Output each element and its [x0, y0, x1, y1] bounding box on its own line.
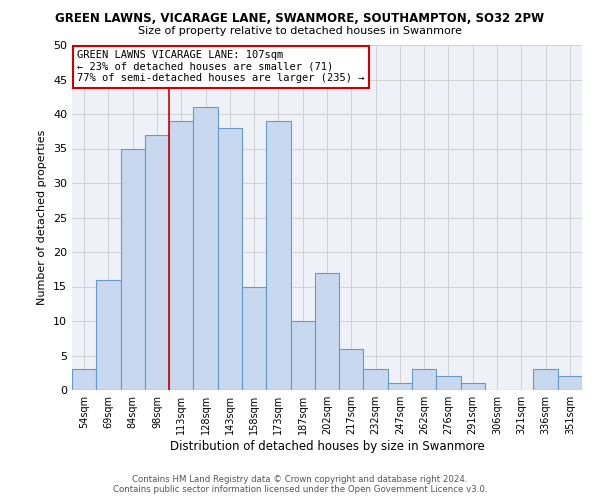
Text: GREEN LAWNS VICARAGE LANE: 107sqm
← 23% of detached houses are smaller (71)
77% : GREEN LAWNS VICARAGE LANE: 107sqm ← 23% …	[77, 50, 365, 84]
Bar	[364, 370, 388, 390]
Bar	[461, 383, 485, 390]
Bar	[558, 376, 582, 390]
Bar	[436, 376, 461, 390]
Bar	[339, 348, 364, 390]
Bar	[96, 280, 121, 390]
Y-axis label: Number of detached properties: Number of detached properties	[37, 130, 47, 305]
Bar	[533, 370, 558, 390]
Bar	[121, 148, 145, 390]
Bar	[388, 383, 412, 390]
Bar	[266, 121, 290, 390]
Bar	[242, 286, 266, 390]
Bar	[72, 370, 96, 390]
Bar	[145, 134, 169, 390]
Bar	[169, 121, 193, 390]
Text: Contains HM Land Registry data © Crown copyright and database right 2024.
Contai: Contains HM Land Registry data © Crown c…	[113, 474, 487, 494]
Bar	[290, 321, 315, 390]
Bar	[412, 370, 436, 390]
Bar	[193, 107, 218, 390]
Text: GREEN LAWNS, VICARAGE LANE, SWANMORE, SOUTHAMPTON, SO32 2PW: GREEN LAWNS, VICARAGE LANE, SWANMORE, SO…	[55, 12, 545, 26]
Bar	[315, 272, 339, 390]
Text: Size of property relative to detached houses in Swanmore: Size of property relative to detached ho…	[138, 26, 462, 36]
X-axis label: Distribution of detached houses by size in Swanmore: Distribution of detached houses by size …	[170, 440, 484, 453]
Bar	[218, 128, 242, 390]
